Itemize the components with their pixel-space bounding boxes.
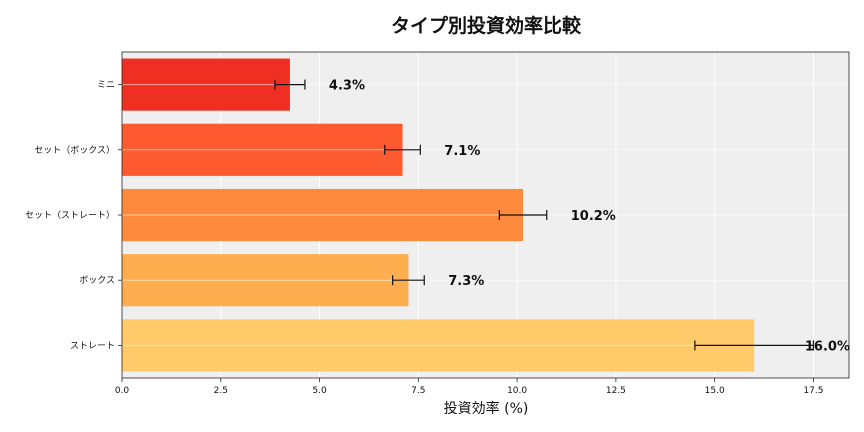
- value-label: 7.3%: [448, 274, 484, 289]
- y-tick-label: ミニ: [97, 81, 115, 91]
- y-tick-label: セット（ボックス）: [34, 145, 115, 156]
- x-tick-label: 17.5: [803, 386, 823, 396]
- error-bars: [122, 79, 849, 351]
- x-tick-label: 2.5: [214, 386, 228, 396]
- value-label: 10.2%: [571, 209, 616, 224]
- y-tick-label: ボックス: [79, 275, 115, 286]
- y-tick-label: セット（ストレート）: [25, 210, 115, 221]
- x-tick-label: 7.5: [411, 386, 425, 396]
- value-labels: 4.3% 7.1% 10.2% 7.3% 16.0%: [329, 79, 850, 355]
- x-tick-label: 12.5: [606, 386, 626, 396]
- x-tick-label: 10.0: [507, 386, 527, 396]
- x-axis-label: 投資効率 (%): [444, 400, 529, 417]
- chart-title: タイプ別投資効率比較: [391, 14, 582, 37]
- value-label: 7.1%: [444, 144, 480, 159]
- value-label: 16.0%: [805, 339, 850, 354]
- value-label: 4.3%: [329, 79, 365, 94]
- x-tick-label: 5.0: [312, 386, 327, 396]
- x-tick-label: 0.0: [115, 386, 130, 396]
- x-tick-label: 15.0: [705, 386, 725, 396]
- y-tick-label: ストレート: [70, 341, 115, 351]
- x-axis-ticks: 0.0 2.5 5.0 7.5 10.0 12.5 15.0 17.5: [115, 378, 823, 396]
